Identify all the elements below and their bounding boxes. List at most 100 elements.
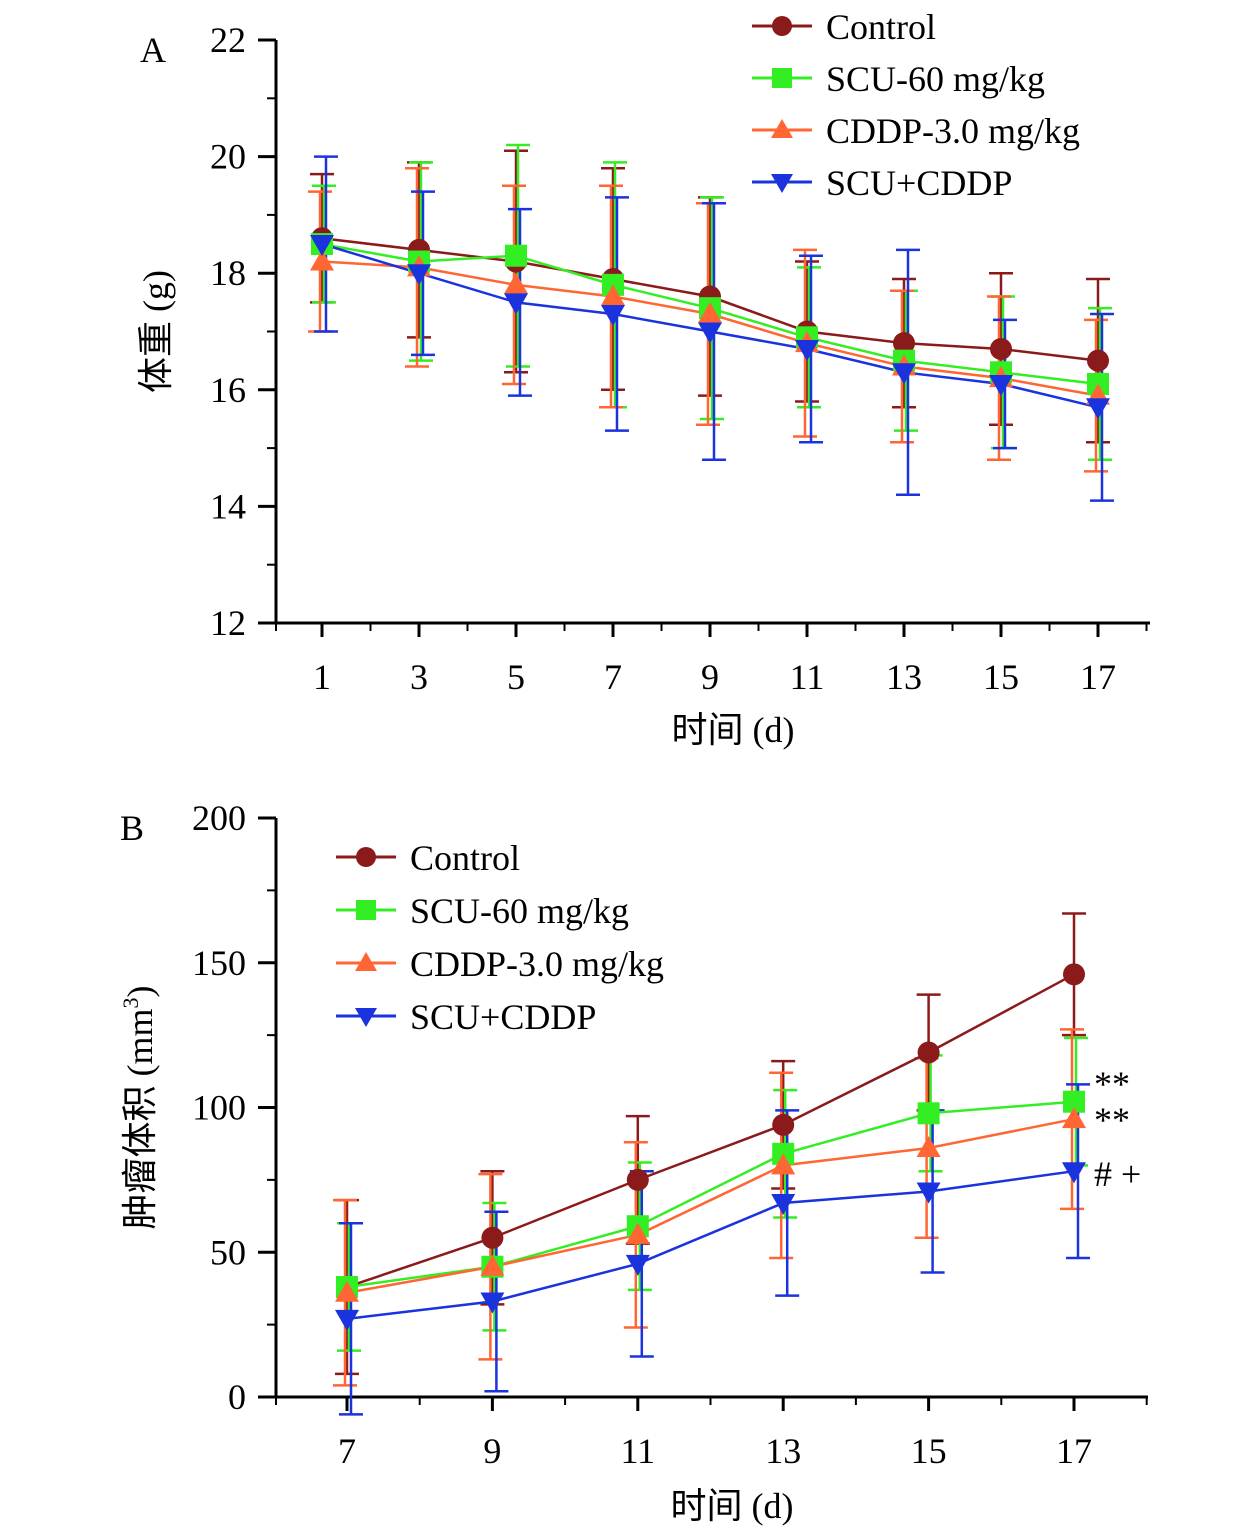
- x-tick-label: 3: [410, 657, 428, 697]
- data-point: [310, 249, 334, 271]
- data-point: [504, 272, 528, 294]
- y-tick-label: 16: [210, 370, 246, 410]
- series-markers-2: [335, 1107, 1086, 1302]
- x-tick-label: 13: [765, 1431, 801, 1471]
- data-point: [480, 1254, 505, 1276]
- data-point: [1086, 398, 1110, 420]
- y-tick-label: 14: [210, 486, 246, 526]
- legend-label: Control: [826, 7, 936, 47]
- data-point: [1063, 1090, 1085, 1113]
- y-tick-label: 100: [192, 1088, 246, 1128]
- series-errorbars-2: [333, 1028, 1084, 1387]
- x-tick-label: 13: [886, 657, 922, 697]
- legend-label: SCU+CDDP: [410, 997, 596, 1037]
- legend-marker: [356, 847, 376, 867]
- x-axis-title: 时间 (d): [671, 1486, 794, 1526]
- series-line-2: [346, 1117, 1075, 1295]
- legend-label: Control: [410, 838, 520, 878]
- legend-label: CDDP-3.0 mg/kg: [410, 944, 664, 984]
- data-point: [916, 1182, 941, 1204]
- legend-label: SCU-60 mg/kg: [410, 891, 629, 931]
- significance-annotation: **: [1094, 1100, 1130, 1140]
- x-tick-label: 11: [790, 657, 825, 697]
- y-tick-label: 12: [210, 603, 246, 643]
- data-point: [335, 1280, 359, 1302]
- panel-label: B: [120, 808, 144, 848]
- data-point: [1063, 963, 1085, 986]
- x-tick-label: 15: [911, 1431, 947, 1471]
- data-point: [481, 1226, 504, 1249]
- y-tick-label: 150: [192, 943, 246, 983]
- data-point: [1062, 1162, 1086, 1184]
- data-point: [625, 1222, 650, 1244]
- data-point: [892, 363, 916, 385]
- data-point: [698, 322, 722, 344]
- x-tick-label: 17: [1056, 1431, 1092, 1471]
- data-point: [335, 1309, 359, 1331]
- x-tick-label: 5: [507, 657, 525, 697]
- series-line-0: [346, 973, 1075, 1289]
- legend-label: CDDP-3.0 mg/kg: [826, 111, 1080, 151]
- legend-marker: [355, 1008, 377, 1027]
- x-tick-label: 17: [1080, 657, 1116, 697]
- x-tick-label: 11: [620, 1431, 655, 1471]
- legend-marker: [772, 68, 792, 88]
- legend-label: SCU+CDDP: [826, 163, 1012, 203]
- series-markers-3: [335, 1162, 1086, 1331]
- data-point: [625, 1254, 650, 1276]
- y-tick-label: 50: [210, 1232, 246, 1272]
- data-point: [917, 1041, 940, 1064]
- y-tick-label: 200: [192, 798, 246, 838]
- x-axis-title: 时间 (d): [672, 710, 795, 750]
- data-point: [310, 235, 334, 257]
- x-tick-label: 1: [313, 657, 331, 697]
- y-axis-title: 体重 (g): [136, 270, 176, 393]
- y-axis-title: 肿瘤体积 (mm3): [118, 986, 160, 1230]
- y-axis-title-end: ): [120, 986, 160, 998]
- data-point: [601, 284, 625, 306]
- y-tick-label: 0: [228, 1377, 246, 1417]
- x-tick-label: 15: [983, 657, 1019, 697]
- data-point: [601, 305, 625, 327]
- series-markers-3: [310, 235, 1110, 420]
- data-point: [1062, 1107, 1086, 1129]
- data-point: [698, 302, 722, 324]
- series-line-3: [346, 1169, 1075, 1321]
- data-point: [917, 1102, 940, 1125]
- data-point: [407, 264, 431, 286]
- legend-marker: [772, 16, 792, 36]
- series-markers-1: [336, 1090, 1085, 1298]
- data-point: [916, 1136, 941, 1158]
- data-point: [989, 374, 1013, 396]
- data-point: [504, 293, 528, 315]
- data-point: [771, 1194, 796, 1216]
- x-tick-label: 7: [604, 657, 622, 697]
- chart-panel-b: 0 50 100 150 200 7 9 11 13 15 17 时间 (d) 肿瘤体积 (mm3) B C…: [118, 798, 1148, 1526]
- data-point: [772, 1113, 795, 1136]
- legend-marker: [355, 952, 377, 971]
- y-tick-label: 20: [210, 137, 246, 177]
- x-tick-label: 7: [338, 1431, 356, 1471]
- legend-marker: [356, 900, 376, 920]
- data-point: [771, 1153, 796, 1175]
- data-point: [893, 332, 915, 355]
- x-tick-label: 9: [701, 657, 719, 697]
- y-tick-label: 22: [210, 20, 246, 60]
- legend-label: SCU-60 mg/kg: [826, 59, 1045, 99]
- y-axis-title-main: 体重 (g): [136, 270, 176, 393]
- data-point: [626, 1168, 649, 1191]
- series-errorbars-1: [337, 1036, 1088, 1352]
- y-tick-label: 18: [210, 253, 246, 293]
- y-axis-title-main: 肿瘤体积 (mm: [120, 1009, 160, 1230]
- series-line-1: [346, 1100, 1075, 1289]
- legend-marker: [771, 174, 793, 193]
- data-point: [990, 337, 1012, 360]
- series-errorbars-3: [339, 1083, 1090, 1416]
- data-point: [1087, 349, 1109, 372]
- panel-label: A: [140, 30, 166, 70]
- y-axis-title-sup: 3: [118, 998, 143, 1009]
- x-tick-label: 9: [483, 1431, 501, 1471]
